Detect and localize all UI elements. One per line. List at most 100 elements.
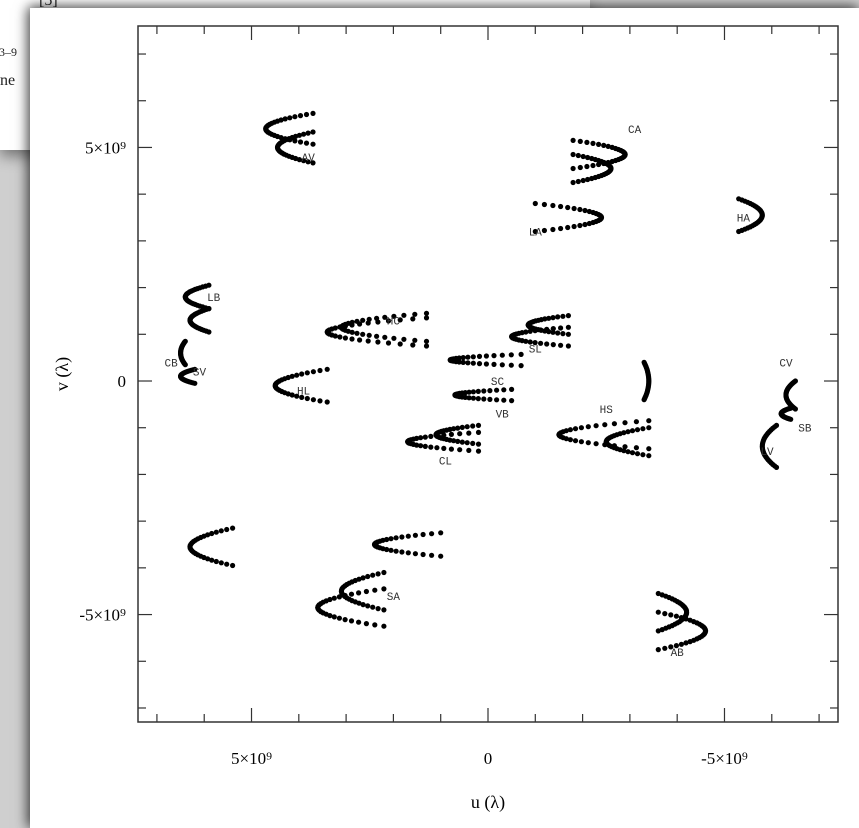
track-point xyxy=(593,423,599,429)
track-point xyxy=(483,353,489,359)
track-point xyxy=(621,430,627,436)
track-point xyxy=(584,163,590,170)
track-point xyxy=(455,425,461,431)
track-point xyxy=(410,342,416,348)
track-point xyxy=(550,329,556,335)
track-point xyxy=(393,548,399,554)
track-point xyxy=(646,446,652,452)
track-point xyxy=(494,387,500,393)
track-point xyxy=(382,334,388,340)
track-point xyxy=(448,446,454,452)
track-point xyxy=(634,451,641,457)
track-point xyxy=(788,405,794,411)
track-point xyxy=(301,131,307,137)
track-point xyxy=(310,369,316,375)
track-point xyxy=(381,569,387,576)
track-point xyxy=(366,332,372,338)
track-point xyxy=(365,573,371,580)
track-point xyxy=(558,203,564,210)
track-point xyxy=(385,340,392,346)
track-point xyxy=(209,557,215,563)
plot-frame xyxy=(137,25,839,723)
track-point xyxy=(422,443,428,449)
track-point xyxy=(397,317,403,323)
track-point xyxy=(550,315,556,321)
track-point xyxy=(470,440,476,446)
track-point xyxy=(420,531,426,538)
track-label: SC xyxy=(491,377,505,389)
track-point xyxy=(412,337,418,343)
track-point xyxy=(589,155,595,162)
track-point xyxy=(357,337,363,343)
track-point xyxy=(555,330,561,336)
track-point xyxy=(375,606,381,612)
track-label: HA xyxy=(737,214,751,226)
track-point xyxy=(550,226,556,233)
track-point xyxy=(475,396,481,402)
track-point xyxy=(363,588,369,595)
track-point xyxy=(582,221,588,228)
track-label: SL xyxy=(529,344,542,356)
background-text-fragment: [5] xyxy=(39,0,58,9)
track-point xyxy=(687,617,693,623)
track-point xyxy=(349,336,355,342)
track-point xyxy=(646,453,652,459)
track-point xyxy=(182,338,188,344)
track-point xyxy=(324,399,330,405)
track-point xyxy=(457,447,463,453)
track-point xyxy=(434,445,440,451)
track-label: HC xyxy=(387,316,401,328)
track-point xyxy=(297,113,304,119)
track-label: AB xyxy=(671,648,685,660)
track-point xyxy=(558,325,564,331)
track-point xyxy=(412,551,418,557)
track-point xyxy=(209,530,215,537)
track-point xyxy=(585,440,591,446)
track-point xyxy=(381,607,387,613)
track-point xyxy=(294,393,300,399)
track-point xyxy=(640,452,646,458)
axis-ticks xyxy=(138,26,838,722)
track-point xyxy=(356,590,362,596)
track-point xyxy=(633,419,640,425)
track-point xyxy=(460,355,466,361)
track-point xyxy=(384,536,390,543)
track-point xyxy=(428,444,434,450)
track-point xyxy=(363,621,369,627)
track-point xyxy=(360,602,366,608)
track-point xyxy=(601,142,607,148)
track-point xyxy=(483,361,489,367)
track-point xyxy=(278,117,284,123)
track-point xyxy=(527,339,533,345)
track-point xyxy=(622,444,628,450)
y-tick-label: 5×10⁹ xyxy=(85,138,126,157)
track-point xyxy=(476,353,483,359)
track-point xyxy=(541,201,547,208)
track-point xyxy=(374,333,380,339)
track-point xyxy=(641,359,647,365)
track-point xyxy=(423,310,430,316)
track-point xyxy=(310,397,316,403)
x-tick-label: 0 xyxy=(484,749,493,768)
track-point xyxy=(509,386,515,392)
track-point xyxy=(310,160,316,166)
track-point xyxy=(224,526,230,533)
track-point xyxy=(585,176,591,183)
track-point xyxy=(370,604,376,610)
track-point xyxy=(412,311,418,317)
track-point xyxy=(331,614,337,620)
x-tick-label: -5×10⁹ xyxy=(701,749,748,768)
track-point xyxy=(494,397,500,403)
track-point xyxy=(423,343,430,349)
track-point xyxy=(296,132,302,138)
track-point xyxy=(475,448,482,454)
track-point xyxy=(570,165,576,172)
track-label: LV xyxy=(760,447,774,459)
track-point xyxy=(736,196,742,202)
track-point xyxy=(375,571,381,577)
track-point xyxy=(206,306,212,312)
track-point xyxy=(501,387,507,393)
track-point xyxy=(230,525,236,531)
track-point xyxy=(305,159,311,165)
track-point xyxy=(585,424,591,430)
